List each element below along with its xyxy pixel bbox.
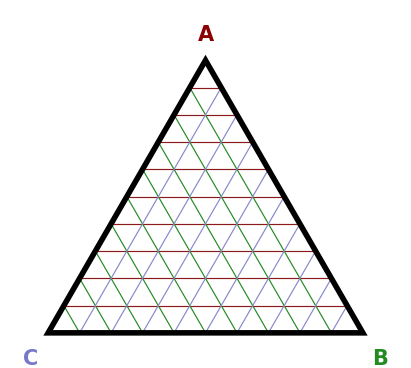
Text: B: B xyxy=(372,348,388,368)
Text: C: C xyxy=(23,348,39,368)
Text: A: A xyxy=(197,25,214,45)
